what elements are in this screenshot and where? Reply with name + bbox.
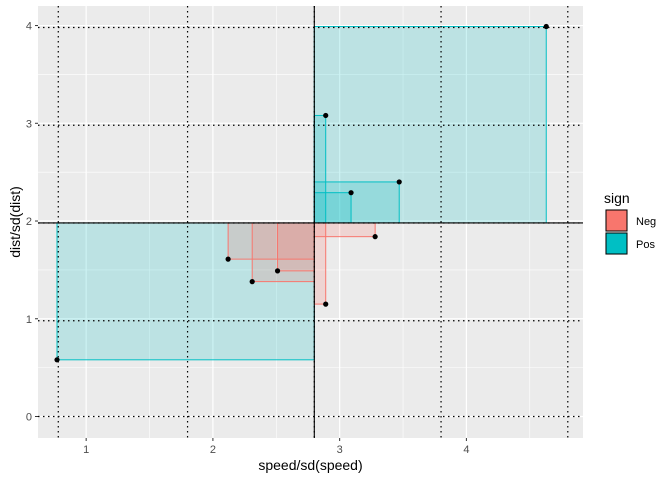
- data-point: [348, 190, 354, 196]
- y-tick-label: 4: [26, 21, 32, 33]
- data-points: [54, 23, 549, 363]
- y-axis-title: dist/sd(dist): [7, 186, 23, 258]
- data-point: [323, 112, 329, 119]
- deviation-rectangles: [56, 26, 547, 361]
- data-point: [396, 179, 402, 185]
- x-axis-title: speed/sd(speed): [258, 457, 362, 473]
- x-tick-label: 4: [463, 444, 469, 456]
- legend-entry-pos: Pos: [605, 232, 655, 255]
- pos-deviation-rect: [313, 192, 352, 224]
- legend-title: sign: [604, 190, 630, 206]
- legend-entry-neg: Neg: [605, 209, 656, 232]
- plot-panel: [38, 6, 583, 438]
- y-axis-ticks: 0 1 2 3 4: [26, 21, 38, 423]
- legend-swatch-pos: [605, 232, 628, 255]
- data-point: [372, 234, 378, 240]
- data-point: [543, 23, 549, 30]
- x-axis-ticks: 1 2 3 4: [83, 438, 469, 456]
- data-point: [249, 279, 255, 285]
- data-point: [225, 256, 231, 262]
- pos-deviation-rect: [313, 181, 400, 224]
- x-tick-label: 1: [83, 444, 89, 456]
- y-tick-label: 1: [26, 314, 32, 326]
- y-tick-label: 3: [26, 118, 32, 130]
- pos-deviation-rect: [56, 222, 315, 361]
- mean-lines: [38, 6, 583, 438]
- neg-deviation-rect: [277, 222, 315, 272]
- x-tick-label: 2: [210, 444, 216, 456]
- grid-major: [38, 6, 583, 438]
- grid-minor: [38, 6, 583, 438]
- data-point: [323, 301, 329, 307]
- legend-swatch-neg: [605, 209, 628, 232]
- pos-deviation-rect: [313, 26, 547, 224]
- y-tick-label: 0: [26, 411, 32, 423]
- x-tick-label: 3: [337, 444, 343, 456]
- y-tick-label: 2: [26, 216, 32, 228]
- data-point: [54, 357, 60, 363]
- neg-deviation-rect: [313, 222, 376, 238]
- legend: sign Neg Pos: [604, 190, 656, 255]
- legend-label-neg: Neg: [636, 216, 656, 228]
- neg-deviation-rect: [251, 222, 315, 283]
- data-point: [274, 268, 281, 274]
- legend-label-pos: Pos: [636, 239, 655, 251]
